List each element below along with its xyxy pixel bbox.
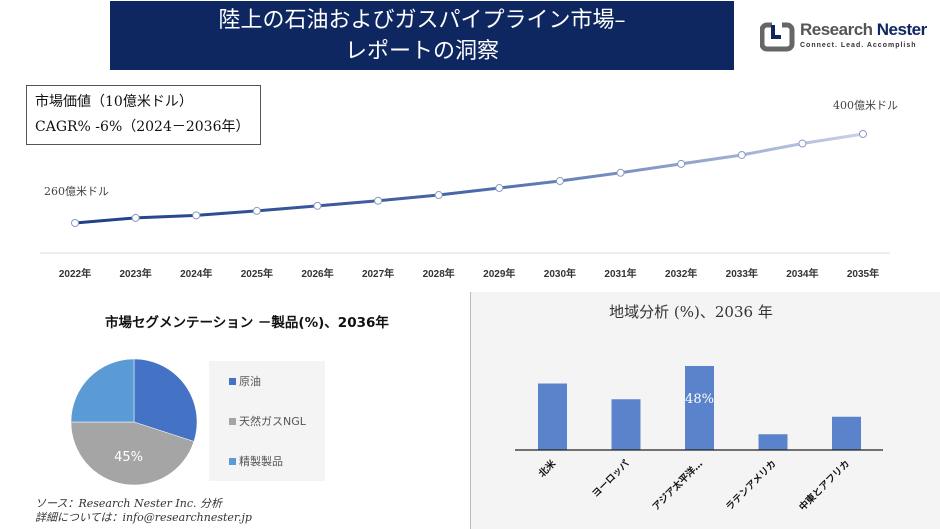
line-point (313, 201, 322, 210)
legend-label: 原油 (239, 375, 261, 388)
market-growth-line-chart (40, 130, 890, 254)
x-tick-label: 2023年 (119, 269, 152, 280)
line-point (677, 159, 686, 168)
line-point (252, 206, 261, 215)
bar-category-label: ヨーロッパ (590, 457, 632, 499)
bar (832, 416, 861, 450)
market-info-box: 市場価値（10億米ドル） CAGR% -6%（2024－2036年） (26, 85, 261, 145)
line-point (131, 213, 140, 222)
title-line-1: 陸上の石油およびガスパイプライン市場– (218, 8, 626, 33)
line-point (737, 150, 746, 159)
legend-swatch (229, 378, 236, 385)
bar-category-label: 中東とアフリカ (797, 458, 853, 514)
legend-item: 精製製品 (229, 453, 283, 469)
bar (758, 434, 788, 450)
logo-name-part1: Research (800, 20, 877, 39)
x-tick-label: 2030年 (543, 269, 577, 280)
cagr-label: CAGR% -6%（2024－2036年） (35, 119, 250, 135)
logo-name-part2: Nester (876, 20, 927, 39)
growth-line (74, 132, 864, 225)
legend-swatch (229, 418, 236, 425)
legend-item: 天然ガスNGL (229, 413, 306, 429)
pie-slice (70, 421, 195, 486)
bar-category-label: 北米 (536, 457, 558, 479)
bar-category-label: ラテンアメリカ (724, 458, 778, 512)
line-point (555, 177, 564, 186)
title-line-2: レポートの洞察 (344, 39, 499, 64)
x-tick-label: 2028年 (422, 269, 455, 280)
line-point (616, 168, 625, 177)
line-point (192, 211, 201, 220)
bar (538, 383, 567, 450)
x-tick-label: 2025年 (240, 269, 273, 280)
market-value-label: 市場価値（10億米ドル） (35, 94, 193, 110)
legend-swatch (229, 458, 236, 465)
regional-analysis-panel: 地域分析 (%)、2036 年 北米 ヨーロッパ 48% アジア太平洋… ラテンアメリカ… (470, 292, 940, 529)
start-value-label: 260億米ドル (44, 185, 109, 198)
contact-text: 詳細については：info@researchnester.jp (35, 511, 252, 524)
report-title-banner: 陸上の石油およびガスパイプライン市場– レポートの洞察 (110, 1, 734, 70)
x-tick-label: 2031年 (604, 269, 637, 280)
pie-slice (133, 358, 198, 442)
source-text: ソース：Research Nester Inc. 分析 (35, 497, 223, 510)
regional-bar-chart: 北米 ヨーロッパ 48% アジア太平洋… ラテンアメリカ 中東とアフリカ (515, 366, 883, 514)
bar (611, 399, 641, 450)
x-tick-label: 2035年 (846, 269, 880, 280)
line-point (859, 130, 867, 138)
pie-chart-title: 市場セグメンテーション －製品(%)、2036年 (105, 315, 389, 331)
bar-data-label: 48% (685, 392, 714, 407)
x-tick-label: 2029年 (483, 269, 516, 280)
pie-slice (70, 358, 135, 423)
legend-label: 精製製品 (239, 455, 283, 468)
x-tick-label: 2022年 (58, 269, 92, 280)
x-tick-label: 2026年 (301, 269, 334, 280)
line-point (434, 191, 443, 200)
product-segment-pie-chart: 45% (70, 358, 198, 486)
legend-label: 天然ガスNGL (239, 415, 306, 428)
line-point (374, 196, 383, 205)
x-tick-label: 2027年 (361, 269, 395, 280)
line-point (798, 139, 807, 148)
bar-category-label: アジア太平洋… (650, 458, 705, 513)
line-point (71, 219, 79, 227)
x-tick-label: 2024年 (180, 269, 213, 280)
end-value-label: 400億米ドル (833, 99, 898, 112)
logo-tagline: Connect. Lead. Accomplish (800, 42, 917, 49)
pie-data-label: 45% (114, 450, 143, 465)
bar (685, 366, 714, 450)
research-nester-logo: Research Nester Connect. Lead. Accomplis… (760, 18, 940, 58)
line-point (495, 184, 504, 193)
source-note: ソース：Research Nester Inc. 分析 詳細については：info… (35, 497, 252, 525)
x-tick-label: 2034年 (786, 269, 819, 280)
x-tick-label: 2032年 (665, 269, 698, 280)
bar-chart-title: 地域分析 (%)、2036 年 (609, 303, 773, 321)
x-tick-label: 2033年 (725, 269, 758, 280)
legend-item: 原油 (229, 373, 261, 389)
logo-icon (760, 22, 795, 52)
pie-legend: 原油天然ガスNGL 精製製品 (209, 361, 325, 481)
